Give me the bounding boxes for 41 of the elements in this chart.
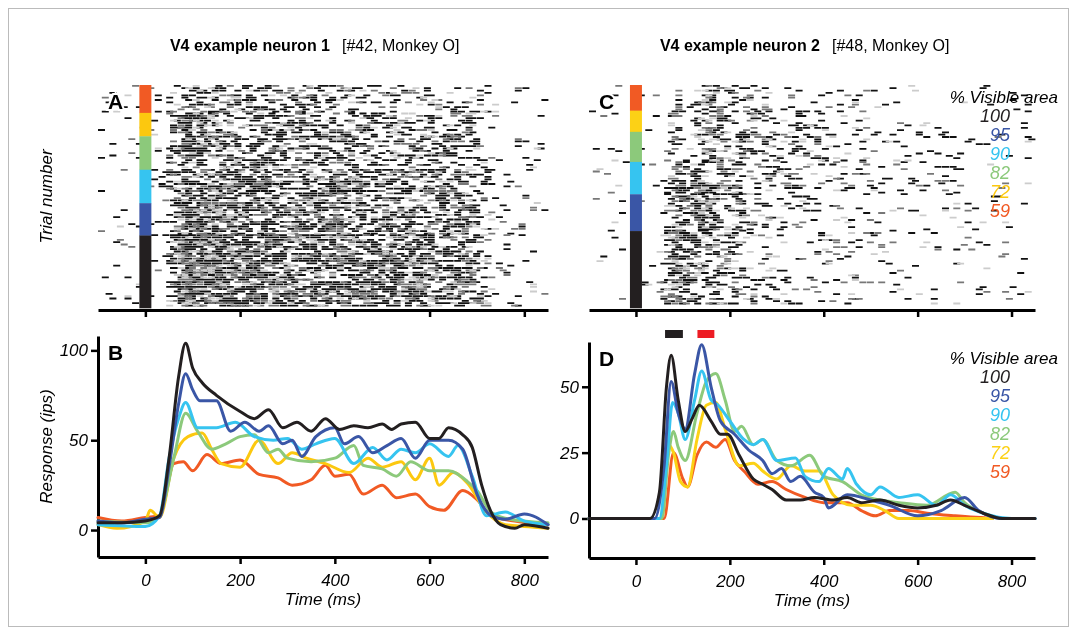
text: V4 example neuron 1 [169, 37, 331, 54]
y-tick-label: 50 [69, 431, 89, 451]
legend-title: % Visible area [949, 349, 1058, 368]
category-label: 59 [989, 201, 1010, 221]
text: 95 [989, 386, 1011, 406]
x-tick-label: 600 [415, 570, 445, 590]
text: V4 example neuron 2 [659, 37, 821, 54]
category-label: 100 [979, 106, 1010, 126]
annotation: B [108, 341, 124, 364]
x-tick-label: 0 [141, 570, 152, 590]
x-tick-label: 800 [997, 571, 1027, 591]
y-tick-label: 0 [569, 509, 580, 529]
text: [#48, Monkey O] [832, 37, 950, 54]
x-tick-label: 200 [715, 571, 746, 591]
category-label: 90 [989, 144, 1010, 164]
annotation: D [599, 347, 615, 370]
category-label: 95 [989, 125, 1011, 145]
x-tick-label: 200 [225, 570, 256, 590]
text: C [599, 90, 615, 113]
x-tick-label: 0 [631, 571, 642, 591]
y-tick-label: 50 [560, 377, 580, 397]
text: 100 [979, 367, 1010, 387]
text: 90 [989, 405, 1010, 425]
x-tick-label: 800 [510, 570, 540, 590]
y-tick-label: 100 [59, 341, 89, 361]
line-series [96, 341, 550, 530]
x-tick-label: 600 [903, 571, 933, 591]
text: Trial number [37, 148, 56, 244]
x-axis-title: Time (ms) [284, 590, 362, 609]
category-label: 82 [989, 163, 1010, 183]
text: [#42, Monkey O] [342, 37, 460, 54]
x-tick-label: 400 [321, 570, 351, 590]
x-axis-title: Time (ms) [773, 591, 851, 610]
text: 59 [989, 462, 1010, 482]
y-tick-label: 25 [559, 443, 580, 463]
legend-title: % Visible area [949, 88, 1058, 107]
y-axis-title: Response (ips) [37, 389, 56, 504]
x-tick-label: 400 [810, 571, 839, 591]
y-tick-label: 0 [78, 520, 89, 540]
text: 72 [989, 443, 1010, 463]
text: 82 [989, 424, 1010, 444]
